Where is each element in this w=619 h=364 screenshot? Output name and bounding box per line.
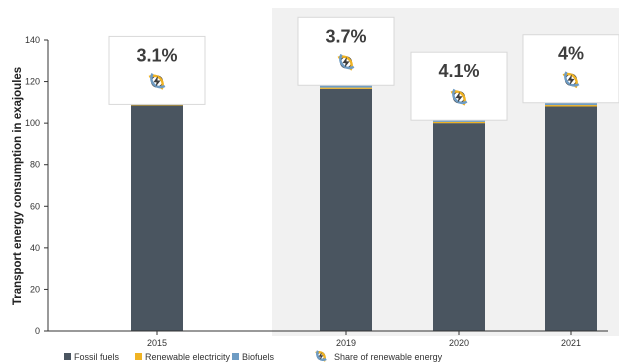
legend-item: Biofuels (232, 352, 275, 362)
bar-segment (131, 104, 183, 106)
legend-item: Fossil fuels (64, 352, 120, 362)
y-tick-label: 60 (30, 201, 40, 211)
legend-swatch (232, 353, 239, 360)
bar-segment (320, 87, 372, 89)
share-box: 4% (522, 34, 619, 104)
legend-label: Share of renewable energy (334, 352, 443, 362)
legend-label: Fossil fuels (74, 352, 120, 362)
y-tick-label: 100 (25, 118, 40, 128)
share-value: 3.7% (325, 26, 366, 46)
y-tick-label: 120 (25, 77, 40, 87)
share-boxes-layer: 3.1% 3.7% 4.1% 4% (108, 16, 619, 121)
x-tick-label: 2021 (561, 338, 581, 348)
share-box-background (297, 16, 395, 86)
y-tick-label: 20 (30, 284, 40, 294)
share-box: 3.7% (297, 16, 395, 86)
share-value: 4% (558, 44, 584, 64)
x-tick-label: 2019 (336, 338, 356, 348)
share-box-background (522, 34, 619, 104)
share-value: 4.1% (438, 61, 479, 81)
bar-segment (131, 105, 183, 331)
y-ticks-layer: 0 20 40 60 80 100 120 140 (25, 35, 48, 336)
bar-segment (433, 121, 485, 124)
y-tick-label: 0 (35, 326, 40, 336)
x-ticks-layer: 2015 2019 2020 2021 (147, 331, 581, 348)
axes-layer (47, 40, 608, 332)
y-tick-label: 80 (30, 160, 40, 170)
y-tick-label: 140 (25, 35, 40, 45)
legend-item: Renewable electricity (135, 352, 231, 362)
share-box: 4.1% (410, 51, 508, 121)
legend-item-share: Share of renewable energy (315, 350, 443, 362)
legend: Fossil fuels Renewable electricity Biofuel… (64, 350, 443, 362)
share-box-background (108, 35, 206, 105)
bar-segment (320, 88, 372, 331)
share-box: 3.1% (108, 35, 206, 105)
renewable-energy-icon (337, 53, 355, 71)
bar-segment (433, 123, 485, 332)
x-tick-label: 2020 (449, 338, 469, 348)
share-box-background (410, 51, 508, 121)
bar-segment (545, 105, 597, 107)
legend-swatch (64, 353, 71, 360)
y-axis-label: Transport energy consumption in exajoule… (12, 67, 24, 305)
y-tick-label: 40 (30, 243, 40, 253)
share-value: 3.1% (136, 45, 177, 65)
renewable-energy-icon (562, 71, 580, 89)
renewable-energy-icon (450, 88, 468, 106)
legend-label: Renewable electricity (145, 352, 231, 362)
legend-label: Biofuels (242, 352, 275, 362)
x-tick-label: 2015 (147, 338, 167, 348)
legend-swatch (135, 353, 142, 360)
renewable-energy-icon (315, 350, 327, 362)
renewable-energy-icon (148, 73, 166, 90)
bar-segment (545, 106, 597, 331)
